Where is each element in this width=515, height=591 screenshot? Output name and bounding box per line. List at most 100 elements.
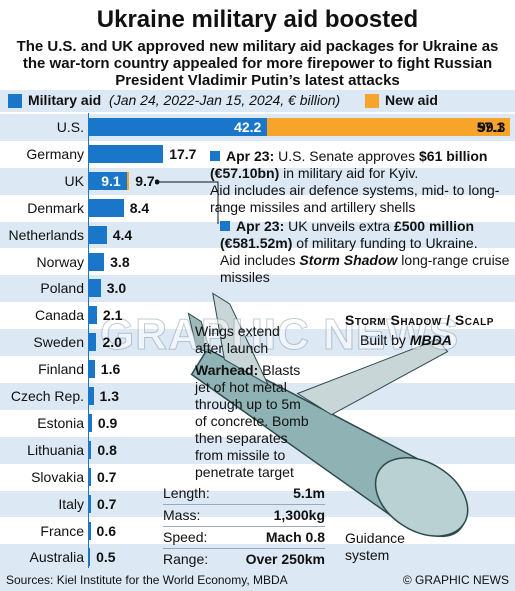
country-label: Slovakia [31,468,84,485]
bar-total-label: 4.4 [112,226,133,243]
footer-sources: Sources: Kiel Institute for the World Ec… [6,573,288,587]
note-uk-date: Apr 23: [236,218,285,234]
country-label: Italy [58,495,84,512]
missile-builder: Built by MBDA [360,332,452,349]
bar-total-label: 3.0 [106,280,127,297]
spec-value: Mach 0.8 [265,529,325,545]
note-uk: Apr 23: UK unveils extra £500 million (€… [220,218,510,286]
bar-military-aid [88,360,95,379]
bar-military-aid [88,467,91,486]
bar-military-aid [88,548,91,567]
legend-military: Military aid (Jan 24, 2022-Jan 15, 2024,… [28,92,340,108]
country-label: U.S. [56,119,84,135]
bar-military-aid [88,118,268,136]
footer-copyright: © GRAPHIC NEWS [402,573,509,587]
row-band [0,221,515,249]
page-subtitle: The U.S. and UK approved new military ai… [16,38,499,89]
bar-total-label: 0.7 [96,495,117,512]
country-label: Lithuania [27,441,84,458]
note-us: Apr 23: U.S. Senate approves $61 billion… [210,148,510,216]
bar-military-aid [88,494,91,513]
bar-total-label: 0.6 [96,522,117,539]
note-us-date: Apr 23: [226,148,275,164]
note-us-text-3: Aid includes air defence systems, mid- t… [210,182,500,215]
watermark: GRAPHIC NEWS [99,310,460,360]
bar-military-aid [88,198,124,217]
row-band [0,275,515,303]
spec-label: Range: [163,551,209,567]
warhead-text: Blasts jet of hot metal through up to 5m… [195,362,309,480]
country-label: Estonia [37,414,84,431]
row-band [0,436,515,464]
country-label: Sweden [33,334,84,351]
missile-specs-table: Length: 5.1m Mass: 1,300kg Speed: Mach 0.8 … [163,483,325,571]
bar-military-aid [88,279,101,298]
bar-total-label: 0.9 [97,414,118,431]
missile-built-by-label: Built by [360,332,406,348]
warhead-label: Warhead: [195,362,259,378]
country-label: Norway [36,253,84,270]
wings-note: Wings extend after launch [195,323,280,356]
bar-military-aid [88,144,164,163]
country-label: Netherlands [8,226,85,243]
inbar-label-military: 9.1 [101,172,121,189]
spec-label: Length: [163,485,210,501]
note-uk-text-2: of military funding to Ukraine. [296,235,478,251]
uk-connector-line [155,179,219,224]
bar-total-label: 3.8 [110,253,130,270]
bar-new-aid [267,118,510,136]
bar-new-aid [126,171,130,190]
legend-new-label: New aid [385,92,438,108]
inbar-label-new: 57.1 [476,119,504,135]
note-us-text-2: in military aid for Kyiv. [283,165,419,181]
legend-military-label: Military aid [28,92,102,108]
country-label: France [40,522,84,539]
note-us-bullet [210,151,220,161]
legend-military-detail: (Jan 24, 2022-Jan 15, 2024, € billion) [109,92,341,108]
spec-row-range: Range: Over 250km [163,549,325,571]
note-uk-amount-eur: (€581.52m) [220,235,293,251]
bar-military-aid [88,333,97,352]
note-us-amount: $61 billion [419,148,488,164]
country-label: Finland [38,361,84,378]
country-label: Germany [26,145,84,162]
legend-band [0,90,515,112]
bar-total-label: 0.8 [97,441,117,458]
note-uk-amount: £500 million [393,218,475,234]
spec-row-length: Length: 5.1m [163,483,325,505]
page-title: Ukraine military aid boosted [96,6,419,33]
bar-military-aid [88,171,127,190]
bar-total-label: 9.7 [135,172,155,189]
bar-military-aid [88,413,92,432]
bar-military-aid [88,252,105,271]
bar-military-aid [88,306,97,325]
inbar-label-military: 42.2 [234,119,262,135]
bar-total-label: 99.3 [478,119,506,135]
note-uk-text-3: Aid includes [220,252,296,268]
note-uk-text-4: long-range cruise missiles [220,252,510,285]
country-label: Australia [29,549,84,566]
note-uk-missile: Storm Shadow [299,252,398,268]
guidance-note: Guidance system [345,530,405,563]
note-us-amount-eur: (€57.10bn) [210,165,280,181]
bar-total-label: 17.7 [169,145,197,162]
country-label: Canada [34,307,84,324]
bar-total-label: 1.6 [100,361,121,378]
bar-military-aid [88,387,94,405]
row-band [0,167,515,195]
spec-label: Speed: [163,529,208,545]
spec-value: Over 250km [245,551,325,567]
legend-swatch-new [365,94,379,108]
bar-military-aid [88,440,92,459]
country-label: Denmark [27,199,84,216]
bar-total-label: 8.4 [129,199,150,216]
storm-shadow-illustration [187,292,469,537]
note-uk-text-1: UK unveils extra [288,218,391,234]
country-label: Poland [40,280,84,297]
bar-total-label: 0.7 [96,468,117,485]
note-uk-bullet [220,221,230,231]
spec-row-mass: Mass: 1,300kg [163,505,325,527]
spec-label: Mass: [163,507,201,523]
warhead-note: Warhead: Blasts jet of hot metal through… [195,362,315,481]
